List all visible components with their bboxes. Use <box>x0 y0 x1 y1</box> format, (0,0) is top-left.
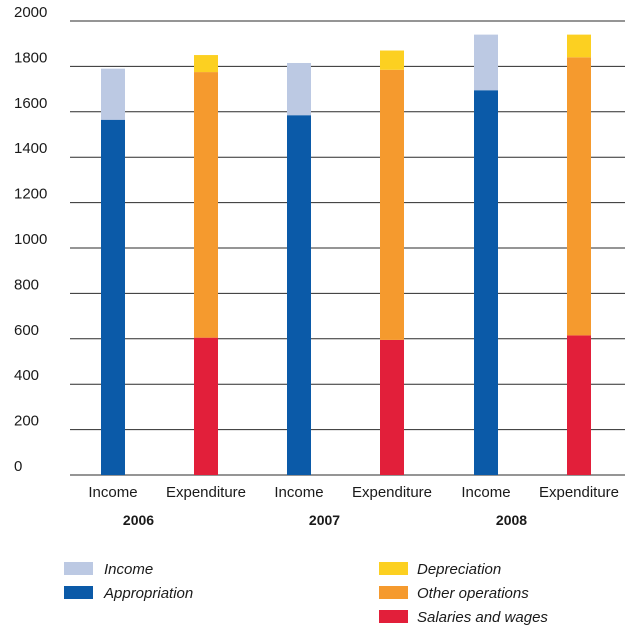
x-category-label: Income <box>461 484 510 501</box>
legend-swatch-appropriation <box>64 586 93 599</box>
bar-2008-expenditure-other-operations <box>567 57 591 336</box>
y-tick-label-200: 200 <box>14 413 39 430</box>
y-tick-label-1600: 1600 <box>14 95 47 112</box>
x-group-label-2006: 2006 <box>123 512 154 528</box>
bar-2006-income-appropriation <box>101 119 125 476</box>
legend-label-salaries-and-wages: Salaries and wages <box>417 609 548 626</box>
x-group-label-2007: 2007 <box>309 512 340 528</box>
bar-2008-expenditure-salaries-and-wages <box>567 335 591 475</box>
bar-2006-income-income <box>101 68 125 120</box>
legend-swatch-other-operations <box>379 586 408 599</box>
bar-2006-expenditure-salaries-and-wages <box>194 337 218 475</box>
bar-2007-expenditure-depreciation <box>380 50 404 70</box>
x-category-label: Income <box>274 484 323 501</box>
bar-2006-expenditure-other-operations <box>194 72 218 338</box>
gridlines <box>70 20 625 476</box>
y-tick-label-1400: 1400 <box>14 140 47 157</box>
y-tick-label-400: 400 <box>14 367 39 384</box>
y-tick-label-1000: 1000 <box>14 231 47 248</box>
x-category-label: Expenditure <box>352 484 432 501</box>
bar-2007-income-appropriation <box>287 115 311 475</box>
bar-2007-income-income <box>287 62 311 116</box>
y-tick-label-1200: 1200 <box>14 186 47 203</box>
x-category-label: Expenditure <box>539 484 619 501</box>
bar-2006-expenditure-depreciation <box>194 55 218 73</box>
x-group-label-2008: 2008 <box>496 512 527 528</box>
x-category-label: Expenditure <box>166 484 246 501</box>
x-category-label: Income <box>88 484 137 501</box>
legend-label-other-operations: Other operations <box>417 585 529 602</box>
y-tick-label-0: 0 <box>14 458 22 475</box>
bar-2008-expenditure-depreciation <box>567 34 591 58</box>
legend-swatch-depreciation <box>379 562 408 575</box>
legend-label-income: Income <box>104 561 153 578</box>
legend-swatch-income <box>64 562 93 575</box>
y-tick-label-1800: 1800 <box>14 49 47 66</box>
y-axis-ticks: 0 200 400 600 800 1000 1200 1400 1600 1800 2000 <box>14 4 47 475</box>
legend: Income Appropriation Depreciation Other ope… <box>64 561 548 626</box>
bars <box>101 34 591 476</box>
bar-2007-expenditure-other-operations <box>380 69 404 340</box>
bar-2008-income-appropriation <box>474 90 498 476</box>
legend-label-depreciation: Depreciation <box>417 561 501 578</box>
bar-2008-income-income <box>474 34 498 91</box>
y-tick-label-2000: 2000 <box>14 4 47 21</box>
x-axis-labels: Income Expenditure 2006 Income Expenditure 20… <box>88 484 619 528</box>
legend-label-appropriation: Appropriation <box>103 585 193 602</box>
y-tick-label-800: 800 <box>14 276 39 293</box>
legend-swatch-salaries-and-wages <box>379 610 408 623</box>
y-tick-label-600: 600 <box>14 322 39 339</box>
bar-2007-expenditure-salaries-and-wages <box>380 339 404 475</box>
